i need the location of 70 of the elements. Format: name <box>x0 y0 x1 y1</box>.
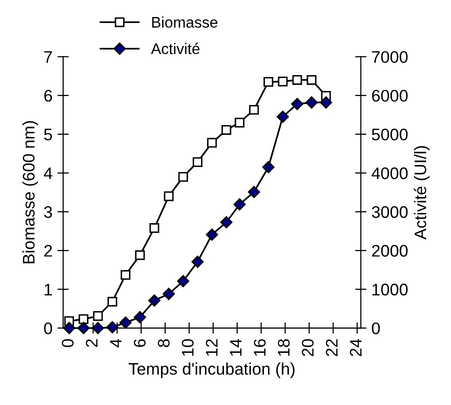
point <box>278 76 288 86</box>
y2-axis-title: Activité (UI/l) <box>414 146 430 240</box>
y2-tick-label: 3000 <box>372 206 408 218</box>
point <box>292 75 302 85</box>
x-tick-label: 20 <box>302 339 314 356</box>
y2-tick-label: 6000 <box>372 90 408 102</box>
point <box>135 250 145 260</box>
x-tick-label: 8 <box>158 339 170 348</box>
x-tick-label: 2 <box>86 339 98 347</box>
point <box>234 118 244 128</box>
x-tick-label: 18 <box>278 339 290 356</box>
point <box>207 138 217 148</box>
point <box>291 98 304 110</box>
point <box>78 314 88 324</box>
y-tick-label: 1 <box>44 284 52 296</box>
x-tick-label: 16 <box>254 339 266 356</box>
point <box>148 294 160 307</box>
x-tick-label: 22 <box>326 339 338 356</box>
y2-tick-label: 0 <box>372 322 380 334</box>
point <box>276 110 289 123</box>
x-tick-label: 4 <box>110 338 122 348</box>
point <box>77 322 90 334</box>
point <box>249 104 259 115</box>
point <box>164 191 174 202</box>
y2-tick-label: 7000 <box>372 51 408 63</box>
point <box>264 77 274 87</box>
point <box>149 223 160 233</box>
point <box>107 296 118 307</box>
y-tick-label: 3 <box>44 206 52 218</box>
legend-label: Biomasse <box>152 16 218 28</box>
point <box>222 125 232 135</box>
point <box>248 186 260 198</box>
point <box>134 311 146 324</box>
point <box>177 275 190 288</box>
y-tick-label: 7 <box>44 51 52 63</box>
point <box>233 198 246 210</box>
y2-tick-label: 4000 <box>372 167 408 180</box>
y2-tick-label: 2000 <box>372 244 408 257</box>
x-tick-label: 24 <box>350 338 362 356</box>
y2-tick-label: 5000 <box>372 128 408 140</box>
point <box>63 322 76 334</box>
point <box>119 316 132 329</box>
point <box>320 96 332 109</box>
point <box>162 288 175 300</box>
x-tick-label: 10 <box>182 339 194 356</box>
point <box>192 157 202 167</box>
point <box>92 322 104 334</box>
y-tick-label: 0 <box>44 322 52 334</box>
legend-label: Activité <box>150 42 200 54</box>
y-tick-label: 2 <box>44 244 52 257</box>
x-tick-label: 14 <box>230 338 242 356</box>
point <box>191 256 204 268</box>
x-axis-title: Temps d'incubation (h) <box>128 362 295 378</box>
x-tick-label: 6 <box>134 339 146 347</box>
point <box>306 75 316 85</box>
point <box>206 228 218 241</box>
y-tick-label: 4 <box>44 168 52 180</box>
point <box>262 161 274 174</box>
point <box>178 172 188 182</box>
point <box>106 321 118 334</box>
point <box>220 216 232 228</box>
y2-tick-label: 1000 <box>372 284 408 296</box>
x-tick-label: 12 <box>206 339 218 356</box>
x-tick-label: 0 <box>62 339 74 348</box>
y-tick-label: 5 <box>44 128 52 140</box>
point <box>305 96 318 109</box>
y-axis-title: Biomasse (600 nm) <box>22 121 38 264</box>
point <box>120 270 130 280</box>
point <box>93 311 103 321</box>
y-tick-label: 6 <box>44 90 52 102</box>
